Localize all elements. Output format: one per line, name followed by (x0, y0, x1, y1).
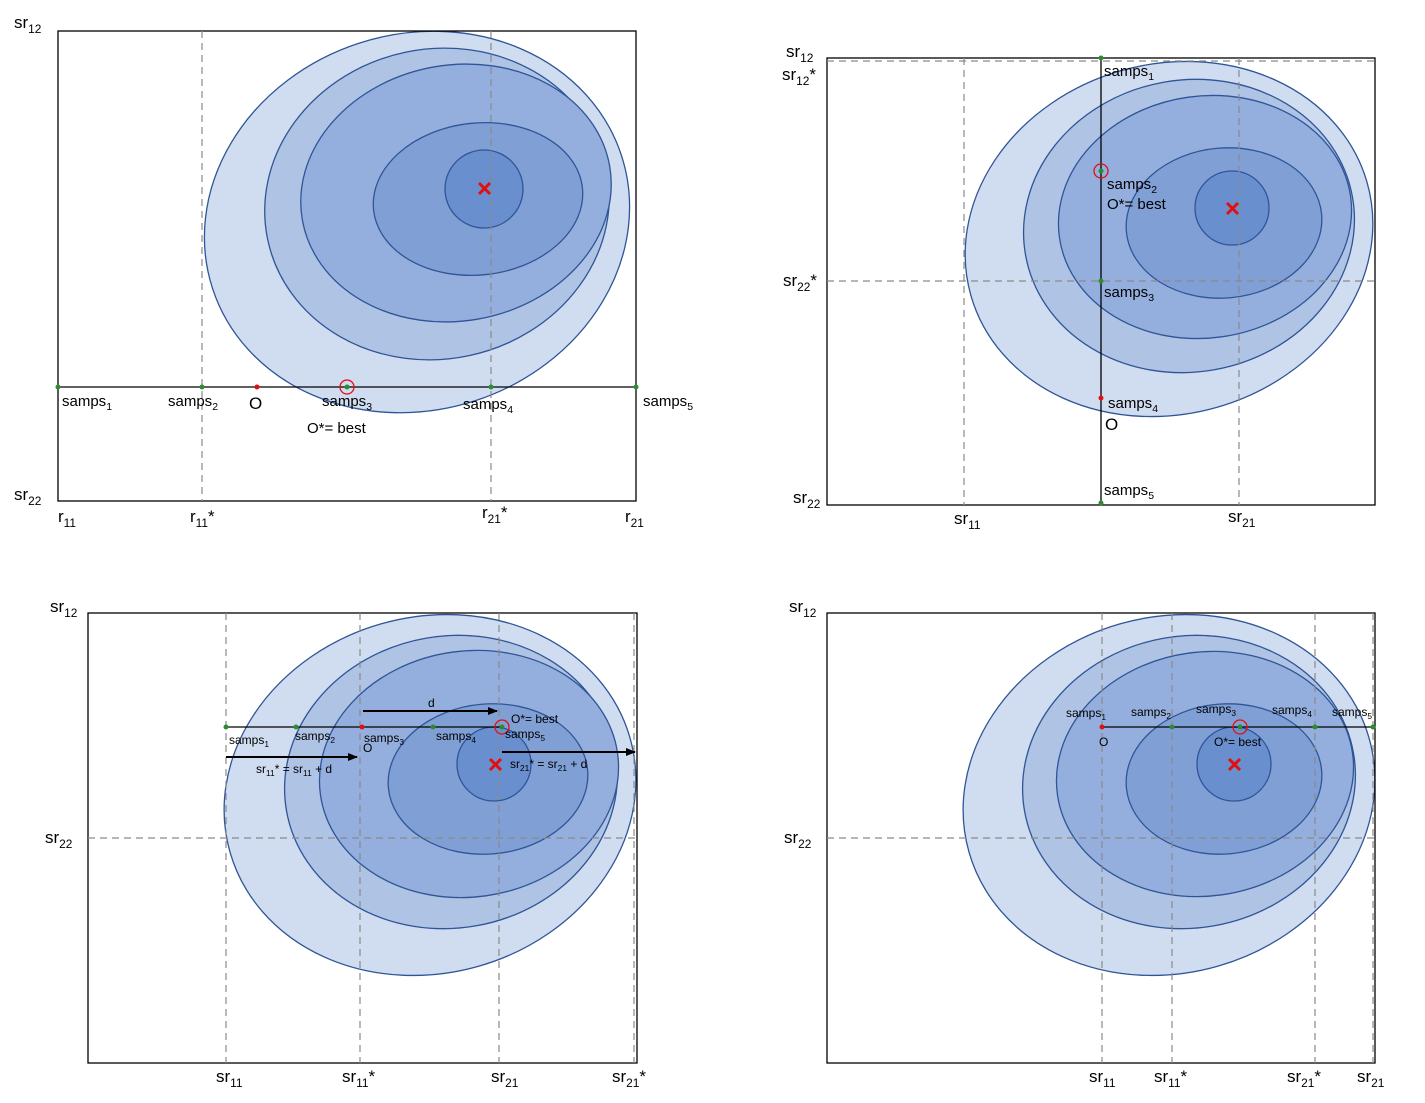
label-sr21-star: sr21* (1287, 1067, 1321, 1090)
label-sr21: sr21 (1228, 507, 1256, 530)
label-samps-5: samps5 (505, 727, 545, 743)
best-highlight-ring (494, 719, 510, 735)
label-r21-star: r21* (482, 503, 508, 526)
sample-point-4 (430, 724, 436, 730)
sample-point-5 (1370, 724, 1376, 730)
label-samps-4: samps4 (436, 729, 476, 745)
label-d: d (428, 696, 435, 710)
origin-point (254, 384, 260, 390)
label-sr11-star: sr11* (1154, 1067, 1188, 1090)
label-sr22: sr22 (14, 485, 42, 508)
optimum-marker (488, 757, 503, 772)
label-eq-left: sr11* = sr11 + d (256, 762, 332, 778)
label-samps-2: samps2 (295, 729, 335, 745)
label-samps-3: samps3 (322, 393, 372, 413)
optimum-marker (477, 181, 492, 196)
sample-point-5 (499, 724, 505, 730)
panel-4-contours (962, 613, 1376, 977)
label-best: O*= best (511, 712, 559, 726)
label-samps-1: samps1 (1066, 706, 1106, 722)
sample-point-1 (1098, 55, 1104, 61)
sample-point-3 (1237, 724, 1243, 730)
origin-point (359, 724, 365, 730)
best-highlight-ring (1232, 719, 1248, 735)
label-best: O*= best (1214, 735, 1262, 749)
best-highlight-ring (339, 379, 355, 395)
sample-point-3 (344, 384, 350, 390)
sample-point-3 (1098, 278, 1104, 284)
origin-point (1098, 395, 1104, 401)
label-sr12: sr12 (789, 597, 817, 620)
label-sr12: sr12 (14, 13, 42, 36)
sample-point-4 (488, 384, 494, 390)
panel-1: sr12 sr22 r11 r11* r21* r21 samps1 samps… (14, 13, 693, 530)
label-samps-1: samps1 (229, 733, 269, 749)
label-r11-star: r11* (190, 507, 215, 530)
label-sr11: sr11 (954, 509, 981, 532)
label-r21: r21 (625, 507, 644, 530)
panel-2-contours (964, 60, 1374, 418)
sample-point-2 (1098, 168, 1104, 174)
label-sr21-star: sr21* (612, 1067, 646, 1090)
label-samps-4: samps4 (1108, 395, 1158, 415)
label-samps-5: samps5 (643, 393, 693, 413)
label-r11: r11 (58, 507, 76, 530)
label-sr22: sr22 (45, 828, 73, 851)
sample-point-5 (1098, 500, 1104, 506)
best-highlight-ring (1093, 163, 1109, 179)
panel-2: sr12 sr12* sr22* sr22 sr11 sr21 samps1 s… (782, 42, 1376, 532)
label-origin: O (249, 394, 262, 413)
label-samps-5: samps5 (1104, 482, 1154, 502)
sample-point-2 (199, 384, 205, 390)
label-sr12: sr12 (50, 597, 78, 620)
sample-point-1 (55, 384, 61, 390)
panel-3: sr12 sr22 sr11 sr11* sr21 sr21* samps1 s… (45, 597, 646, 1090)
label-sr11-star: sr11* (342, 1067, 376, 1090)
label-best: O*= best (307, 420, 367, 437)
sample-point-5 (633, 384, 639, 390)
origin-point (1099, 724, 1105, 730)
label-samps-4: samps4 (463, 396, 513, 416)
label-samps-1: samps1 (62, 393, 112, 413)
label-samps-3: samps3 (1196, 702, 1236, 718)
label-samps-4: samps4 (1272, 703, 1312, 719)
sample-point-1 (223, 724, 229, 730)
label-sr12-star: sr12* (782, 65, 816, 88)
optimum-marker (1225, 201, 1240, 216)
label-samps-5: samps5 (1332, 705, 1372, 721)
label-sr22-star: sr22* (783, 271, 817, 294)
label-samps-3: samps3 (1104, 284, 1154, 304)
label-sr22: sr22 (793, 488, 821, 511)
label-sr12: sr12 (786, 42, 814, 65)
label-sr21: sr21 (491, 1067, 519, 1090)
label-origin: O (1099, 735, 1108, 749)
label-origin: O (1105, 415, 1118, 434)
sample-point-2 (293, 724, 299, 730)
sample-point-2 (1169, 724, 1175, 730)
panel-3-contours (223, 613, 637, 977)
label-sr11: sr11 (216, 1067, 243, 1090)
label-best: O*= best (1107, 196, 1167, 213)
panel-1-frame (57, 30, 637, 502)
label-samps-2: samps2 (1131, 705, 1171, 721)
panel-4: sr12 sr22 sr11 sr11* sr21* sr21 samps1 O… (784, 597, 1385, 1090)
label-sr22: sr22 (784, 828, 812, 851)
label-eq-right: sr21* = sr21 + d (510, 757, 587, 773)
panel-1-contours (203, 30, 631, 414)
label-samps-2: samps2 (1107, 176, 1157, 196)
label-origin: O (363, 741, 372, 755)
label-samps-3: samps3 (364, 731, 404, 747)
optimum-marker (1227, 757, 1242, 772)
label-samps-1: samps1 (1104, 63, 1154, 83)
sample-point-4 (1312, 724, 1318, 730)
label-samps-2: samps2 (168, 393, 218, 413)
label-sr11: sr11 (1089, 1067, 1116, 1090)
label-sr21: sr21 (1357, 1067, 1385, 1090)
